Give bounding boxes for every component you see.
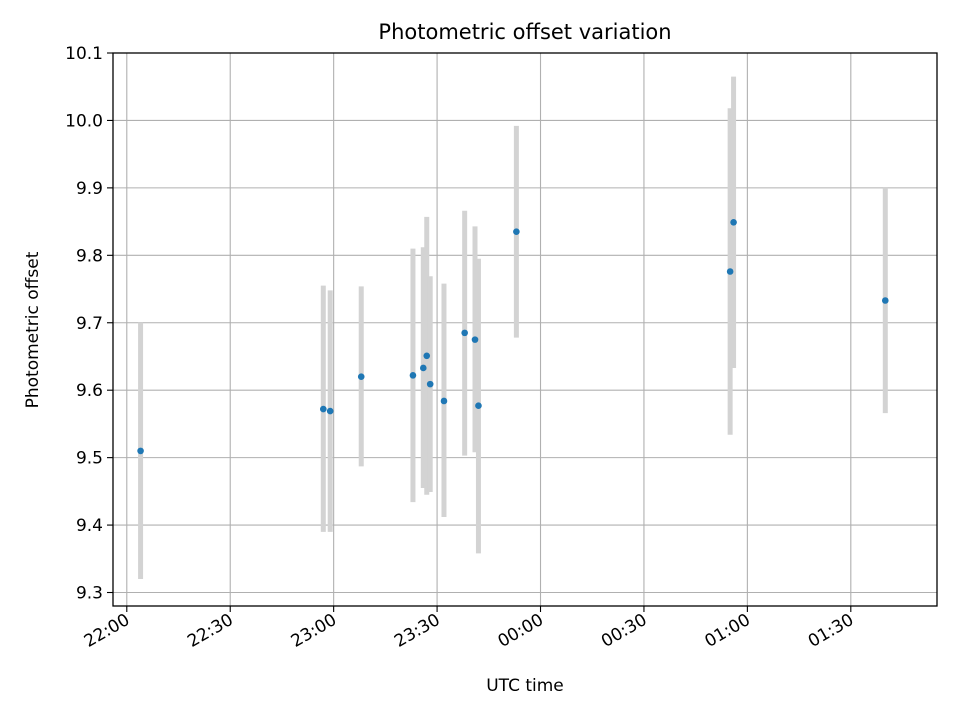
data-points (137, 218, 889, 455)
data-point (320, 405, 327, 413)
y-axis-label: Photometric offset (23, 251, 43, 408)
data-point (475, 402, 482, 410)
y-tick-label: 9.5 (76, 449, 103, 469)
data-point (730, 218, 737, 226)
data-point (326, 407, 334, 415)
x-tick-label: 22:30 (184, 610, 236, 652)
y-axis-ticks: 9.3 9.4 9.5 9.6 9.7 9.8 9.9 10.0 10.1 (65, 44, 113, 604)
x-tick-label: 00:30 (598, 610, 650, 652)
data-point (513, 228, 520, 236)
error-bars (138, 76, 888, 580)
data-point (423, 352, 431, 360)
y-tick-label: 9.3 (76, 584, 103, 604)
y-tick-label: 9.6 (76, 381, 103, 401)
data-point (357, 373, 365, 381)
plot-frame (112, 52, 938, 607)
y-tick-label: 10.1 (65, 44, 103, 64)
x-tick-label: 01:00 (701, 610, 753, 652)
data-point (137, 447, 144, 455)
data-point (471, 336, 479, 343)
y-tick-label: 9.9 (76, 179, 103, 199)
data-point (419, 364, 427, 372)
y-tick-label: 9.4 (76, 516, 103, 536)
x-tick-label: 23:00 (288, 610, 340, 652)
data-point (726, 268, 734, 275)
x-tick-label: 22:00 (81, 610, 133, 652)
chart-title: Photometric offset variation (378, 20, 671, 44)
data-point (881, 297, 889, 304)
data-point (409, 372, 417, 379)
grid-lines (113, 52, 937, 606)
x-tick-label: 00:00 (495, 610, 547, 652)
y-tick-label: 9.7 (76, 314, 103, 334)
data-point (426, 380, 434, 388)
x-axis-label: UTC time (486, 676, 564, 696)
x-axis-ticks: 22:00 22:30 23:00 23:30 00:00 00:30 01:00 01:30 (81, 606, 857, 652)
y-tick-label: 9.8 (76, 246, 103, 266)
data-point (440, 397, 448, 405)
data-point (461, 329, 468, 337)
x-tick-label: 23:30 (391, 610, 443, 652)
y-tick-label: 10.0 (65, 111, 103, 131)
x-tick-label: 01:30 (805, 610, 857, 652)
